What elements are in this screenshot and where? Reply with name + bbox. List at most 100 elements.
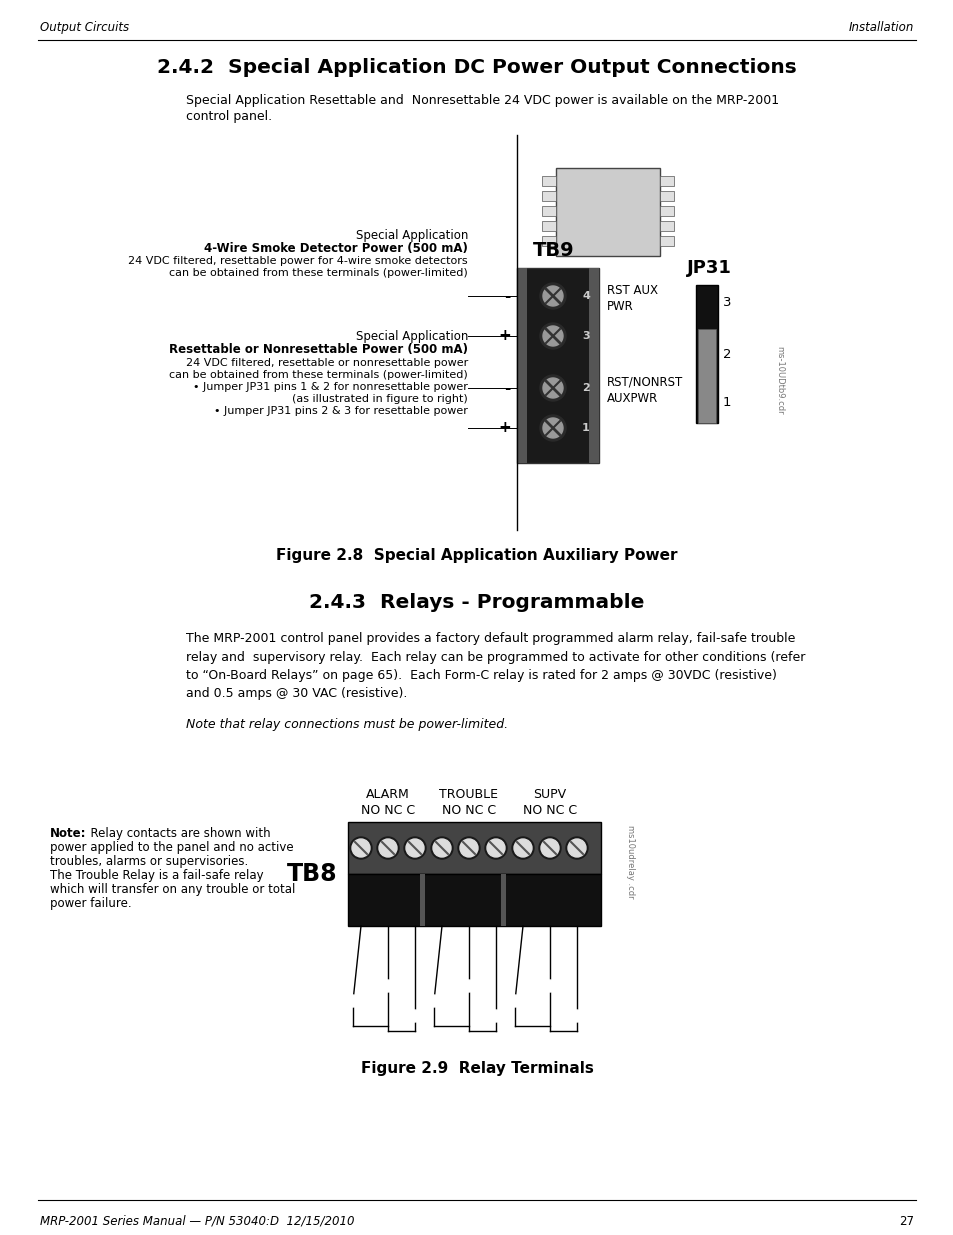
Text: JP31: JP31 [686, 259, 731, 277]
Text: 27: 27 [898, 1215, 913, 1228]
Text: troubles, alarms or supervisories.: troubles, alarms or supervisories. [50, 855, 248, 868]
Text: can be obtained from these terminals (power-limited): can be obtained from these terminals (po… [169, 370, 468, 380]
Bar [541, 191, 556, 201]
Text: Figure 2.9  Relay Terminals: Figure 2.9 Relay Terminals [360, 1061, 593, 1076]
Circle shape [431, 837, 453, 860]
Circle shape [462, 981, 475, 992]
Circle shape [409, 1010, 420, 1023]
Bar [348, 874, 600, 926]
Text: power failure.: power failure. [50, 897, 132, 910]
Text: 3: 3 [722, 296, 731, 310]
Circle shape [459, 839, 477, 857]
Circle shape [542, 287, 562, 306]
Text: (as illustrated in figure to right): (as illustrated in figure to right) [292, 394, 468, 404]
Circle shape [490, 1010, 501, 1023]
Text: ms-10UDtb9.cdr: ms-10UDtb9.cdr [775, 346, 783, 414]
Bar [517, 268, 598, 463]
Text: RST AUX
PWR: RST AUX PWR [606, 284, 658, 312]
Bar [659, 191, 673, 201]
Bar [541, 206, 556, 216]
Circle shape [433, 839, 451, 857]
Circle shape [350, 837, 372, 860]
Text: Relay contacts are shown with: Relay contacts are shown with [83, 827, 271, 840]
Text: 1: 1 [722, 396, 731, 410]
Text: TB9: TB9 [533, 241, 575, 261]
Text: ALARM: ALARM [366, 788, 410, 802]
Circle shape [403, 837, 426, 860]
Circle shape [347, 995, 358, 1007]
Bar [541, 236, 556, 246]
Circle shape [542, 326, 562, 346]
Text: RST/NONRST
AUXPWR: RST/NONRST AUXPWR [606, 375, 682, 405]
Text: TROUBLE: TROUBLE [439, 788, 498, 802]
Text: power applied to the panel and no active: power applied to the panel and no active [50, 841, 294, 853]
Bar [556, 168, 659, 256]
Text: TB8: TB8 [287, 862, 337, 885]
Text: The Trouble Relay is a fail-safe relay: The Trouble Relay is a fail-safe relay [50, 869, 263, 882]
Text: NO NC C: NO NC C [441, 804, 496, 818]
Text: NO NC C: NO NC C [522, 804, 577, 818]
Circle shape [539, 375, 565, 401]
Circle shape [571, 1010, 582, 1023]
Text: Resettable or Nonresettable Power (500 mA): Resettable or Nonresettable Power (500 m… [169, 343, 468, 356]
Text: ms10udrelay .cdr: ms10udrelay .cdr [626, 825, 635, 899]
Circle shape [565, 837, 587, 860]
Circle shape [376, 837, 398, 860]
Circle shape [381, 981, 394, 992]
Bar [541, 177, 556, 186]
Circle shape [539, 324, 565, 350]
Text: 24 VDC filtered, resettable or nonresettable power: 24 VDC filtered, resettable or nonresett… [186, 358, 468, 368]
Text: MRP-2001 Series Manual — P/N 53040:D  12/15/2010: MRP-2001 Series Manual — P/N 53040:D 12/… [40, 1215, 355, 1228]
Circle shape [406, 839, 423, 857]
Bar [659, 177, 673, 186]
Text: • Jumper JP31 pins 1 & 2 for nonresettable power: • Jumper JP31 pins 1 & 2 for nonresettab… [193, 382, 468, 391]
Text: Installation: Installation [848, 21, 913, 35]
Text: control panel.: control panel. [186, 110, 272, 124]
Text: SUPV: SUPV [533, 788, 566, 802]
Text: 1: 1 [581, 424, 589, 433]
Circle shape [514, 839, 532, 857]
Text: Note:: Note: [50, 827, 87, 840]
Text: Figure 2.8  Special Application Auxiliary Power: Figure 2.8 Special Application Auxiliary… [276, 548, 677, 563]
Circle shape [542, 378, 562, 398]
Text: • Jumper JP31 pins 2 & 3 for resettable power: • Jumper JP31 pins 2 & 3 for resettable … [213, 406, 468, 416]
Circle shape [539, 283, 565, 309]
Text: 2: 2 [581, 383, 589, 393]
Text: which will transfer on any trouble or total: which will transfer on any trouble or to… [50, 883, 295, 897]
Text: Output Circuits: Output Circuits [40, 21, 129, 35]
Bar [348, 823, 600, 874]
Bar [696, 285, 718, 424]
Text: NO NC C: NO NC C [360, 804, 415, 818]
Text: 2.4.2  Special Application DC Power Output Connections: 2.4.2 Special Application DC Power Outpu… [157, 58, 796, 77]
Text: -: - [504, 289, 511, 304]
Circle shape [512, 837, 534, 860]
Circle shape [428, 995, 439, 1007]
Circle shape [352, 839, 370, 857]
Bar [541, 221, 556, 231]
Text: +: + [497, 420, 511, 436]
Text: -: - [504, 380, 511, 395]
Text: 4: 4 [581, 291, 589, 301]
Bar [420, 874, 425, 926]
Circle shape [567, 839, 585, 857]
Text: 3: 3 [581, 331, 589, 341]
Bar [659, 221, 673, 231]
Circle shape [540, 839, 558, 857]
Circle shape [486, 839, 504, 857]
Text: Special Application: Special Application [355, 330, 468, 343]
Bar [659, 236, 673, 246]
Text: can be obtained from these terminals (power-limited): can be obtained from these terminals (po… [169, 268, 468, 278]
Bar [659, 206, 673, 216]
Bar [501, 874, 506, 926]
Bar [517, 268, 526, 463]
Text: 4-Wire Smoke Detector Power (500 mA): 4-Wire Smoke Detector Power (500 mA) [204, 242, 468, 254]
Bar [698, 329, 716, 424]
Text: 24 VDC filtered, resettable power for 4-wire smoke detectors: 24 VDC filtered, resettable power for 4-… [129, 256, 468, 266]
Text: 2.4.3  Relays - Programmable: 2.4.3 Relays - Programmable [309, 593, 644, 613]
Bar [588, 268, 598, 463]
Text: The MRP-2001 control panel provides a factory default programmed alarm relay, fa: The MRP-2001 control panel provides a fa… [186, 632, 804, 700]
Text: Special Application Resettable and  Nonresettable 24 VDC power is available on t: Special Application Resettable and Nonre… [186, 94, 779, 107]
Circle shape [509, 995, 520, 1007]
Circle shape [543, 981, 556, 992]
Circle shape [457, 837, 479, 860]
